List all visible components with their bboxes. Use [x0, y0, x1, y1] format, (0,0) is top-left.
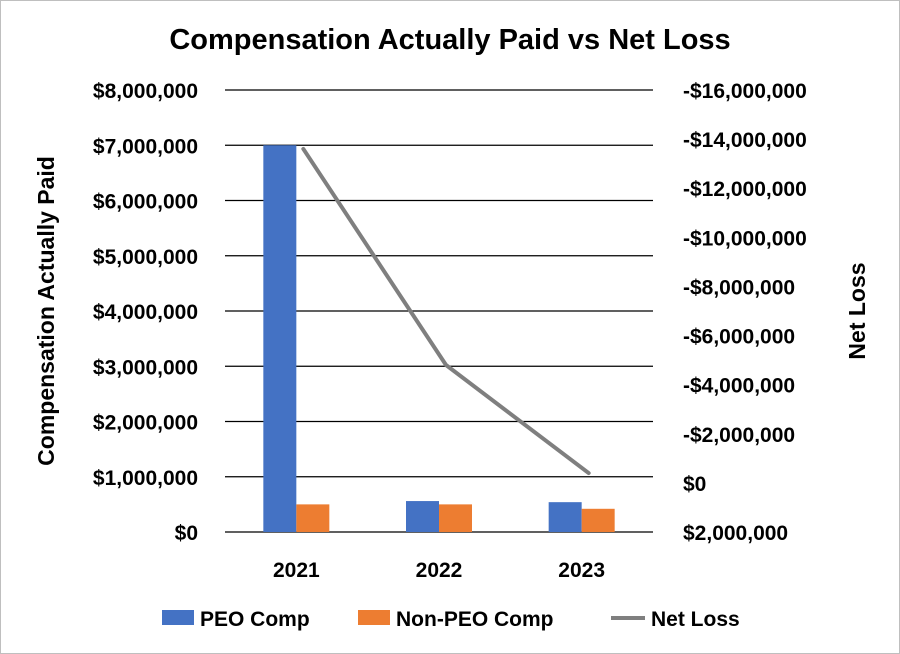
category-axis-ticks: 2021 2022 2023 — [273, 559, 605, 582]
chart-title: Compensation Actually Paid vs Net Loss — [169, 24, 730, 56]
bar-non-peo-comp-2021 — [296, 504, 330, 532]
right-axis-label: Net Loss — [844, 262, 870, 359]
left-tick-label-4: $4,000,000 — [93, 301, 198, 324]
bar-peo-comp-2022 — [406, 501, 439, 532]
line-net-loss — [301, 146, 591, 476]
legend-swatch-non-peo-comp — [358, 610, 390, 625]
left-tick-label-0: $0 — [175, 522, 198, 545]
left-axis-ticks: $0 $1,000,000 $2,000,000 $3,000,000 $4,000,0… — [93, 80, 198, 545]
line-marks — [301, 146, 591, 476]
right-tick-label-8: -$14,000,000 — [683, 129, 807, 152]
right-tick-label-1: $0 — [683, 473, 706, 496]
left-tick-label-5: $5,000,000 — [93, 246, 198, 269]
category-label-2021: 2021 — [273, 559, 320, 582]
left-tick-label-7: $7,000,000 — [93, 135, 198, 158]
right-tick-label-9: -$16,000,000 — [683, 80, 807, 103]
legend-label-peo-comp: PEO Comp — [200, 608, 310, 631]
bar-peo-comp-2023 — [548, 502, 582, 532]
bar-peo-comp-2021 — [263, 145, 297, 532]
right-tick-label-5: -$8,000,000 — [683, 276, 795, 299]
category-label-2023: 2023 — [558, 559, 605, 582]
bar-non-peo-comp-2023 — [581, 508, 615, 532]
bar-marks — [263, 145, 615, 532]
legend-label-net-loss: Net Loss — [651, 608, 740, 631]
legend-label-non-peo-comp: Non-PEO Comp — [396, 608, 554, 631]
category-label-2022: 2022 — [416, 559, 463, 582]
left-tick-label-2: $2,000,000 — [93, 412, 198, 435]
right-tick-label-4: -$6,000,000 — [683, 326, 795, 349]
right-tick-label-7: -$12,000,000 — [683, 178, 807, 201]
right-tick-label-2: -$2,000,000 — [683, 424, 795, 447]
left-tick-label-8: $8,000,000 — [93, 80, 198, 103]
right-tick-label-3: -$4,000,000 — [683, 375, 795, 398]
left-tick-label-1: $1,000,000 — [93, 467, 198, 490]
bar-non-peo-comp-2022 — [439, 504, 472, 532]
right-tick-label-6: -$10,000,000 — [683, 227, 807, 250]
left-tick-label-6: $6,000,000 — [93, 191, 198, 214]
left-axis-label: Compensation Actually Paid — [33, 156, 59, 466]
right-axis-ticks: $2,000,000 $0 -$2,000,000 -$4,000,000 -$6,00… — [683, 80, 807, 545]
left-tick-label-3: $3,000,000 — [93, 356, 198, 379]
right-tick-label-0: $2,000,000 — [683, 522, 788, 545]
legend: PEO Comp Non-PEO Comp Net Loss — [162, 608, 740, 631]
legend-swatch-peo-comp — [162, 610, 194, 625]
